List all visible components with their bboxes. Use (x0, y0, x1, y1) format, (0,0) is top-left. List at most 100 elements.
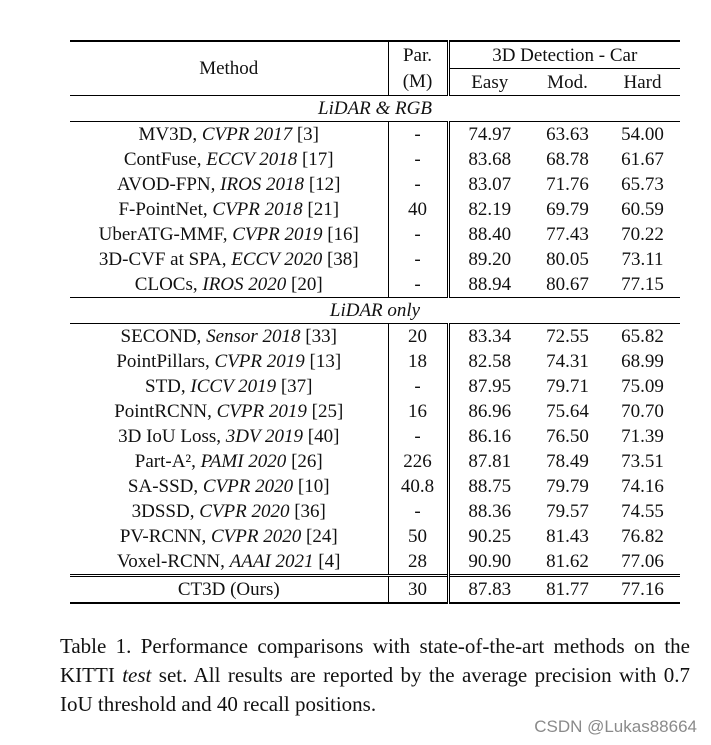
easy-cell: 90.25 (468, 526, 512, 547)
hard-cell: 70.70 (621, 401, 664, 422)
method-venue: 3DV 2019 (225, 426, 303, 447)
params-cell: 18 (388, 349, 450, 374)
method-name: PointRCNN, (114, 401, 217, 422)
params-cell: - (388, 272, 450, 298)
hard-cell: 71.39 (621, 426, 664, 447)
method-ref: [25] (306, 401, 344, 422)
table-row: ContFuse, ECCV 2018 [17] -83.68 68.78 61.67 (70, 147, 680, 172)
method-name: PV-RCNN, (119, 526, 211, 547)
ours-method-cell: CT3D (Ours) (70, 574, 389, 604)
method-cell: MV3D, CVPR 2017 [3] (70, 121, 389, 147)
easy-cell: 88.36 (468, 501, 512, 522)
method-cell: AVOD-FPN, IROS 2018 [12] (70, 172, 389, 197)
method-ref: [16] (322, 224, 359, 245)
hard-cell: 74.55 (621, 501, 664, 522)
method-ref: [17] (297, 149, 334, 170)
header-easy: Easy (471, 71, 509, 93)
easy-cell: 90.90 (468, 551, 512, 572)
method-name: 3DSSD, (131, 501, 200, 522)
method-name: 3D IoU Loss, (118, 426, 226, 447)
table-row: PointRCNN, CVPR 2019 [25] 16 86.96 75.64 70.… (70, 399, 680, 424)
hard-cell: 75.09 (621, 376, 664, 397)
method-ref: [10] (293, 476, 330, 497)
easy-cell: 86.96 (468, 401, 512, 422)
params-cell: 20 (388, 323, 450, 349)
method-ref: [12] (304, 174, 341, 195)
method-name: F-PointNet, (118, 199, 213, 220)
easy-cell: 88.75 (468, 476, 512, 497)
hard-cell: 65.73 (621, 174, 664, 195)
method-venue: CVPR 2019 (214, 351, 305, 372)
method-ref: [37] (276, 376, 313, 397)
header-method: Method (70, 40, 389, 96)
method-venue: CVPR 2019 (232, 224, 323, 245)
mod-cell: 78.49 (546, 451, 589, 472)
method-name: MV3D, (138, 124, 202, 145)
method-cell: Voxel-RCNN, AAAI 2021 [4] (70, 549, 389, 576)
table-row: 3DSSD, CVPR 2020 [36] -88.36 79.57 74.55 (70, 499, 680, 524)
mod-cell: 77.43 (546, 224, 589, 245)
method-ref: [24] (301, 526, 338, 547)
method-ref: [33] (300, 326, 337, 347)
method-ref: [21] (302, 199, 340, 220)
mod-cell: 79.57 (546, 501, 589, 522)
hard-cell: 54.00 (605, 121, 680, 147)
method-cell: CLOCs, IROS 2020 [20] (70, 272, 389, 298)
method-cell: PointRCNN, CVPR 2019 [25] (70, 399, 389, 424)
hard-cell: 77.15 (621, 274, 664, 295)
hard-cell: 70.22 (621, 224, 664, 245)
params-cell: 40 (388, 197, 450, 222)
table-row: PV-RCNN, CVPR 2020 [24] 50 90.25 81.43 76.82 (70, 524, 680, 549)
method-ref: [3] (292, 124, 319, 145)
table-row: MV3D, CVPR 2017 [3] -74.97 63.63 54.00 (70, 121, 680, 147)
method-cell: UberATG-MMF, CVPR 2019 [16] (70, 222, 389, 247)
mod-cell: 80.67 (546, 274, 589, 295)
table-row: CLOCs, IROS 2020 [20] -88.94 80.67 77.15 (70, 272, 680, 298)
table-row: Voxel-RCNN, AAAI 2021 [4] 28 90.90 81.62 77.… (70, 549, 680, 576)
method-ref: [26] (286, 451, 323, 472)
method-ref: [36] (289, 501, 326, 522)
method-cell: F-PointNet, CVPR 2018 [21] (70, 197, 389, 222)
params-cell: - (388, 374, 450, 399)
params-cell: 28 (388, 549, 450, 576)
mod-cell: 75.64 (546, 401, 589, 422)
params-cell: - (388, 222, 450, 247)
params-cell: - (388, 247, 450, 272)
ours-params-cell: 30 (388, 574, 450, 604)
mod-cell: 74.31 (546, 351, 589, 372)
method-venue: CVPR 2020 (199, 501, 290, 522)
easy-cell: 82.58 (468, 351, 512, 372)
hard-cell: 77.06 (621, 551, 664, 572)
section-title: LiDAR only (70, 297, 680, 324)
section-row: LiDAR & RGB (70, 95, 680, 122)
mod-cell: 81.43 (546, 526, 589, 547)
params-cell: 16 (388, 399, 450, 424)
caption-prefix: Table 1. Performance comparisons with st… (60, 634, 690, 687)
method-cell: SA-SSD, CVPR 2020 [10] (70, 474, 389, 499)
section-title: LiDAR & RGB (70, 95, 680, 122)
table-caption: Table 1. Performance comparisons with st… (60, 632, 690, 719)
easy-cell: 87.81 (468, 451, 512, 472)
mod-cell: 81.62 (546, 551, 589, 572)
params-cell: - (388, 147, 450, 172)
ours-hard-cell: 77.16 (605, 574, 680, 604)
table-row: SA-SSD, CVPR 2020 [10] 40.8 88.75 79.79 74.1… (70, 474, 680, 499)
method-venue: PAMI 2020 (200, 451, 287, 472)
header-params: Par. (388, 40, 450, 69)
method-venue: ICCV 2019 (190, 376, 277, 397)
results-table: Method Par. 3D Detection - Car (M) Easy … (70, 40, 680, 604)
header-params-unit: (M) (388, 68, 450, 96)
hard-cell: 65.82 (605, 323, 680, 349)
method-name: SECOND, (120, 326, 207, 347)
table-row: 3D-CVF at SPA, ECCV 2020 [38] -89.20 80.05… (70, 247, 680, 272)
easy-cell: 83.68 (468, 149, 512, 170)
method-name: STD, (145, 376, 191, 397)
easy-cell: 82.19 (468, 199, 512, 220)
mod-cell: 80.05 (546, 249, 589, 270)
method-cell: 3DSSD, CVPR 2020 [36] (70, 499, 389, 524)
method-venue: IROS 2020 (202, 274, 287, 295)
mod-cell: 69.79 (546, 199, 589, 220)
section-row: LiDAR only (70, 297, 680, 324)
method-cell: ContFuse, ECCV 2018 [17] (70, 147, 389, 172)
method-name: CLOCs, (134, 274, 203, 295)
